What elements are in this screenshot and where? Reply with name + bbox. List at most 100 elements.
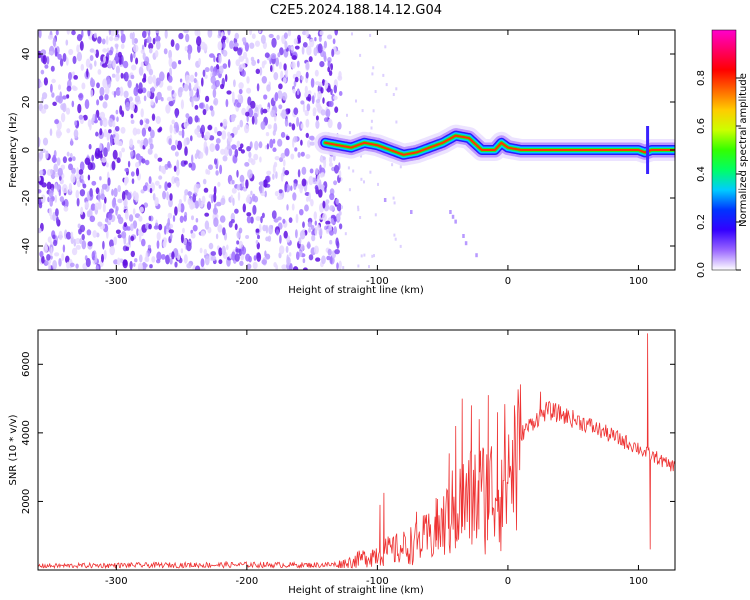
noise-speckle xyxy=(259,66,263,76)
noise-speckle xyxy=(65,231,72,240)
noise-speckle xyxy=(214,158,217,165)
noise-speckle xyxy=(99,119,103,127)
noise-speckle xyxy=(130,171,135,177)
noise-speckle xyxy=(361,109,364,113)
noise-speckle xyxy=(95,131,99,137)
noise-speckle xyxy=(245,111,250,117)
noise-speckle xyxy=(199,127,203,134)
noise-speckle xyxy=(58,175,62,181)
noise-speckle xyxy=(254,116,258,125)
noise-speckle xyxy=(255,239,259,245)
noise-speckle xyxy=(198,197,202,206)
noise-speckle xyxy=(87,241,93,247)
noise-speckle xyxy=(175,139,178,146)
noise-speckle xyxy=(79,224,86,233)
noise-speckle xyxy=(322,200,326,209)
noise-speckle xyxy=(360,177,363,181)
noise-speckle xyxy=(336,262,339,270)
noise-speckle xyxy=(298,237,302,245)
noise-speckle xyxy=(38,137,41,147)
noise-speckle xyxy=(237,94,241,100)
noise-speckle xyxy=(143,137,149,147)
noise-speckle xyxy=(393,201,396,205)
noise-speckle xyxy=(147,148,153,155)
noise-speckle xyxy=(124,209,129,220)
noise-speckle xyxy=(156,251,162,261)
noise-speckle xyxy=(171,61,177,70)
noise-speckle xyxy=(156,259,161,264)
noise-speckle xyxy=(272,129,276,136)
noise-speckle xyxy=(338,170,342,178)
noise-speckle xyxy=(123,222,128,228)
noise-speckle xyxy=(253,112,258,119)
noise-speckle xyxy=(135,57,139,65)
snr-frame xyxy=(37,329,676,571)
noise-speckle xyxy=(268,33,274,38)
noise-speckle xyxy=(233,79,236,88)
noise-speckle xyxy=(282,77,287,84)
noise-speckle xyxy=(78,114,84,120)
noise-speckle xyxy=(281,92,288,101)
noise-speckle xyxy=(112,149,118,160)
noise-speckle xyxy=(144,123,149,130)
noise-speckle xyxy=(84,99,90,110)
noise-speckle xyxy=(213,192,217,203)
y-tick-label: -20 xyxy=(21,190,32,206)
y-tick-label: 4000 xyxy=(21,420,32,445)
noise-speckle xyxy=(194,30,199,36)
noise-speckle xyxy=(154,180,160,186)
noise-speckle xyxy=(276,34,280,41)
noise-speckle xyxy=(178,130,183,136)
noise-speckle xyxy=(151,86,155,94)
noise-speckle xyxy=(307,90,312,96)
noise-speckle xyxy=(89,215,96,223)
noise-speckle xyxy=(222,118,228,127)
noise-speckle xyxy=(121,191,126,201)
colorbar-tick-label: 0.8 xyxy=(696,70,707,86)
noise-speckle xyxy=(251,59,256,66)
noise-speckle xyxy=(236,184,241,191)
noise-speckle xyxy=(75,189,80,199)
noise-speckle xyxy=(50,65,55,72)
noise-speckle xyxy=(129,138,134,148)
noise-speckle xyxy=(158,223,163,231)
noise-speckle xyxy=(168,57,173,67)
noise-speckle xyxy=(105,35,109,45)
noise-speckle xyxy=(322,213,327,222)
x-tick-label: -100 xyxy=(366,276,389,287)
noise-speckle xyxy=(293,80,297,87)
noise-speckle xyxy=(334,164,339,174)
noise-speckle xyxy=(76,180,81,188)
noise-speckle xyxy=(111,198,116,208)
noise-speckle xyxy=(363,253,366,257)
noise-speckle xyxy=(95,265,100,270)
noise-speckle xyxy=(187,191,193,196)
noise-speckle xyxy=(182,227,185,234)
noise-speckle xyxy=(291,123,296,131)
noise-speckle xyxy=(323,40,327,49)
x-tick-label: -200 xyxy=(236,276,259,287)
noise-speckle xyxy=(148,137,153,146)
noise-speckle xyxy=(231,251,236,261)
noise-speckle xyxy=(308,56,313,63)
noise-speckle xyxy=(180,233,184,244)
noise-speckle xyxy=(258,30,262,34)
noise-speckle xyxy=(329,230,334,236)
noise-speckle xyxy=(219,164,223,175)
noise-speckle xyxy=(203,187,209,193)
noise-speckle xyxy=(337,121,342,130)
noise-speckle xyxy=(357,205,360,209)
noise-speckle xyxy=(148,68,154,76)
noise-speckle xyxy=(250,216,254,224)
noise-speckle xyxy=(62,184,68,194)
noise-speckle xyxy=(250,100,256,109)
noise-speckle xyxy=(68,48,74,56)
noise-speckle xyxy=(212,71,216,78)
noise-speckle xyxy=(139,206,144,213)
noise-speckle xyxy=(176,159,180,170)
noise-speckle xyxy=(204,255,210,266)
noise-speckle xyxy=(68,157,73,162)
noise-speckle xyxy=(248,151,252,158)
noise-speckle xyxy=(262,108,268,114)
noise-speckle xyxy=(142,30,147,39)
